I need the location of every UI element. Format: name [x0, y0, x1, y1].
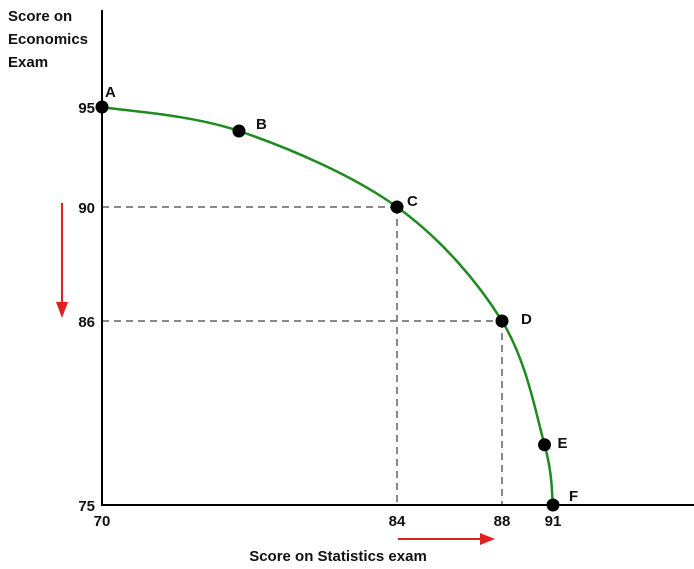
y-tick-label: 86: [78, 314, 95, 331]
direction-arrows: [56, 203, 495, 545]
x-tick-labels: 70 84 88 91: [94, 513, 562, 530]
point-b: [232, 124, 246, 138]
x-tick-label: 88: [494, 513, 511, 530]
point-c: [390, 200, 404, 214]
point-label-a: A: [105, 84, 116, 101]
y-axis-title: Score on Economics Exam: [8, 8, 88, 71]
x-tick-label: 84: [389, 513, 406, 530]
y-axis-title-line: Score on: [8, 8, 72, 25]
down-arrow-head: [56, 302, 68, 318]
y-tick-label: 75: [78, 498, 95, 515]
point-a: [95, 100, 109, 114]
y-axis-title-line: Exam: [8, 54, 48, 71]
y-axis-title-line: Economics: [8, 31, 88, 48]
x-tick-label: 70: [94, 513, 111, 530]
right-arrow-head: [480, 533, 495, 545]
data-points: [95, 100, 560, 512]
dashed-guides: [102, 206, 503, 505]
point-label-e: E: [558, 435, 568, 452]
point-label-c: C: [407, 193, 418, 210]
point-f: [546, 498, 560, 512]
point-e: [538, 438, 551, 452]
ppf-curve: [101, 105, 555, 506]
point-label-d: D: [521, 311, 532, 328]
point-label-f: F: [569, 488, 578, 505]
point-labels: A B C D E F: [105, 84, 578, 505]
x-tick-label: 91: [545, 513, 562, 530]
y-tick-label: 95: [78, 100, 95, 117]
point-label-b: B: [256, 116, 267, 133]
x-axis-title: Score on Statistics exam: [249, 548, 427, 565]
y-tick-label: 90: [78, 200, 95, 217]
point-d: [495, 314, 509, 328]
y-tick-labels: 95 90 86 75: [78, 100, 95, 515]
